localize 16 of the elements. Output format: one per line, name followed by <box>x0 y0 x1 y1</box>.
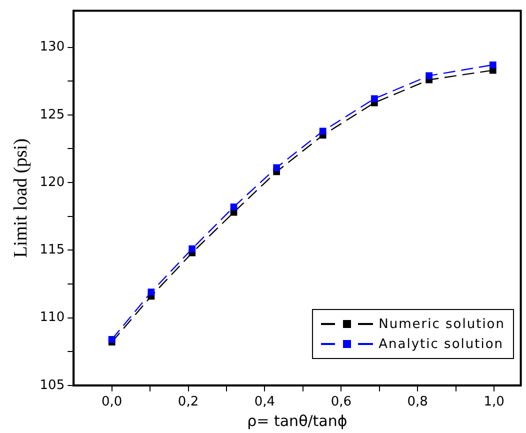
y-tick-label: 105 <box>40 378 65 393</box>
x-tick-label: 0,0 <box>101 394 122 410</box>
x-tick-label: 0,6 <box>330 394 352 410</box>
y-tick-label: 130 <box>40 40 65 55</box>
x-tick-label: 1,0 <box>484 394 504 410</box>
y-tick-label: 125 <box>40 107 65 122</box>
x-axis-title: ρ= tanθ/tanϕ <box>247 412 348 430</box>
y-tick-label: 115 <box>40 242 65 258</box>
legend-label: Numeric solution <box>378 316 505 332</box>
y-tick-label: 110 <box>40 310 65 326</box>
x-tick-label: 0,4 <box>254 394 276 410</box>
legend-label: Analytic solution <box>378 336 504 352</box>
y-tick-label: 120 <box>40 174 65 190</box>
y-axis-title: Limit load (psi) <box>10 138 32 258</box>
x-tick-label: 0,8 <box>407 394 428 410</box>
x-tick-label: 0,2 <box>178 394 199 410</box>
